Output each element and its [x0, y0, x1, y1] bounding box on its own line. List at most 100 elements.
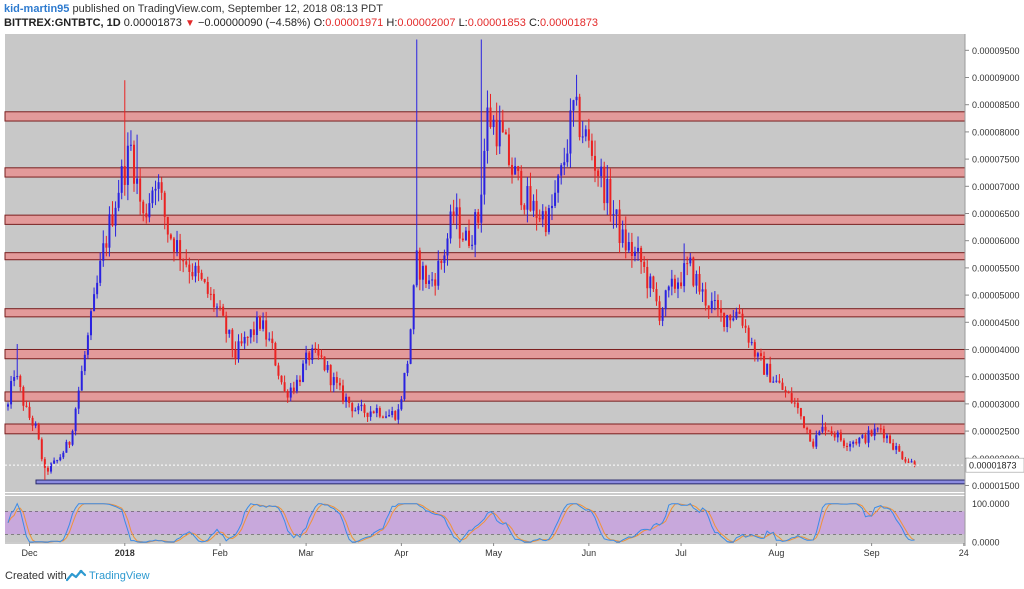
candle-body — [437, 260, 440, 286]
candle-body — [360, 404, 363, 407]
time-tick-label: Jul — [675, 548, 687, 558]
candle-body — [203, 279, 206, 282]
candle-body — [864, 435, 867, 443]
time-tick-label: 2018 — [115, 548, 135, 558]
candle-body — [839, 432, 842, 441]
candle-body — [440, 260, 443, 264]
candle-body — [388, 414, 391, 417]
candle-body — [188, 264, 191, 272]
tradingview-brand-link[interactable]: TradingView — [89, 570, 150, 582]
price-chart[interactable]: 0.00009500 0.00009000 0.00008500 0.00008000… — [0, 0, 1024, 566]
candle-body — [145, 213, 148, 218]
time-tick-label: Apr — [394, 548, 408, 558]
candle-body — [323, 356, 326, 371]
oscillator-band — [5, 511, 965, 535]
candle-body — [904, 459, 907, 462]
candle-body — [563, 162, 566, 166]
stoch-k-line — [7, 502, 915, 543]
candle-body — [369, 411, 372, 417]
candle-body — [578, 96, 581, 138]
time-tick-label: Mar — [298, 548, 314, 558]
candle-body — [348, 396, 351, 404]
candle-body — [581, 136, 584, 138]
candle-body — [710, 300, 713, 309]
candle-body — [744, 325, 747, 328]
resistance-zone — [4, 111, 966, 122]
symbol-interval[interactable]: BITTREX:GNTBTC, 1D — [4, 17, 121, 29]
candle-body — [381, 416, 384, 418]
candle-body — [123, 166, 126, 185]
candle-body — [191, 271, 194, 277]
candle-body — [498, 120, 501, 147]
candle-body — [298, 379, 301, 382]
candle-body — [311, 348, 314, 360]
candle-body — [96, 282, 99, 295]
candle-body — [557, 175, 560, 193]
price-pane-bg[interactable] — [5, 34, 965, 492]
candle-body — [649, 276, 652, 289]
candle-body — [793, 402, 796, 404]
candle-body — [560, 165, 563, 176]
candle-body — [231, 329, 234, 350]
candle-body — [366, 412, 369, 417]
candle-body — [449, 211, 452, 239]
candle-body — [633, 251, 636, 256]
price-tick-label: 0.00006000 — [972, 236, 1020, 246]
price-axis[interactable]: 0.00009500 0.00009000 0.00008500 0.00008000… — [965, 46, 1020, 491]
candle-body — [544, 211, 547, 233]
author-link[interactable]: kid-martin95 — [4, 3, 70, 15]
candle-body — [341, 385, 344, 402]
candle-body — [464, 230, 467, 241]
candle-body — [59, 457, 62, 461]
candle-body — [234, 349, 237, 359]
candle-body — [738, 311, 741, 314]
candle-body — [652, 276, 655, 289]
candle-body — [812, 441, 815, 447]
price-tick-label: 0.00003500 — [972, 372, 1020, 382]
candle-body — [249, 329, 252, 338]
candle-body — [434, 279, 437, 286]
price-change: −0.00000090 (−4.58%) — [197, 17, 311, 29]
candle-body — [329, 365, 332, 386]
candle-body — [268, 338, 271, 340]
candle-body — [504, 132, 507, 135]
candle-body — [302, 363, 305, 382]
candle-body — [766, 363, 769, 375]
candle-body — [305, 352, 308, 364]
last-price-tag-bg — [965, 457, 1024, 473]
tradingview-logo-icon[interactable] — [66, 569, 86, 583]
price-tick-label: 0.00003000 — [972, 399, 1020, 409]
candle-body — [37, 423, 40, 440]
time-tick-label: Sep — [864, 548, 880, 558]
high-value: 0.00002007 — [397, 17, 456, 29]
candle-body — [895, 446, 898, 450]
low-label: L: — [458, 17, 468, 29]
candle-body — [861, 435, 864, 438]
candle-body — [424, 265, 427, 284]
last-price-label: 0.00001873 — [969, 461, 1017, 471]
candle-body — [664, 290, 667, 310]
candle-body — [597, 170, 600, 177]
candle-body — [394, 411, 397, 420]
candle-body — [246, 336, 249, 338]
candle-body — [692, 257, 695, 286]
candle-body — [483, 150, 486, 195]
candle-body — [126, 145, 129, 185]
candle-body — [22, 387, 25, 406]
oscillator-lines — [5, 502, 965, 543]
time-axis[interactable]: Dec 2018 Feb Mar Apr May Jun Jul Aug Sep 24 — [22, 543, 969, 558]
oscillator-axis: 100.0000 0.0000 — [972, 499, 1010, 547]
oscillator-tick-label: 0.0000 — [972, 538, 1000, 548]
candle-body — [458, 207, 461, 239]
time-tick-label: 24 — [959, 548, 969, 558]
candle-body — [289, 387, 292, 398]
candle-body — [354, 410, 357, 412]
candle-body — [769, 363, 772, 383]
candle-body — [176, 240, 179, 252]
candle-body — [338, 382, 341, 386]
candle-body — [858, 437, 861, 444]
candle-body — [280, 375, 283, 383]
candle-body — [824, 426, 827, 431]
candle-body — [873, 428, 876, 436]
candle-body — [215, 306, 218, 308]
